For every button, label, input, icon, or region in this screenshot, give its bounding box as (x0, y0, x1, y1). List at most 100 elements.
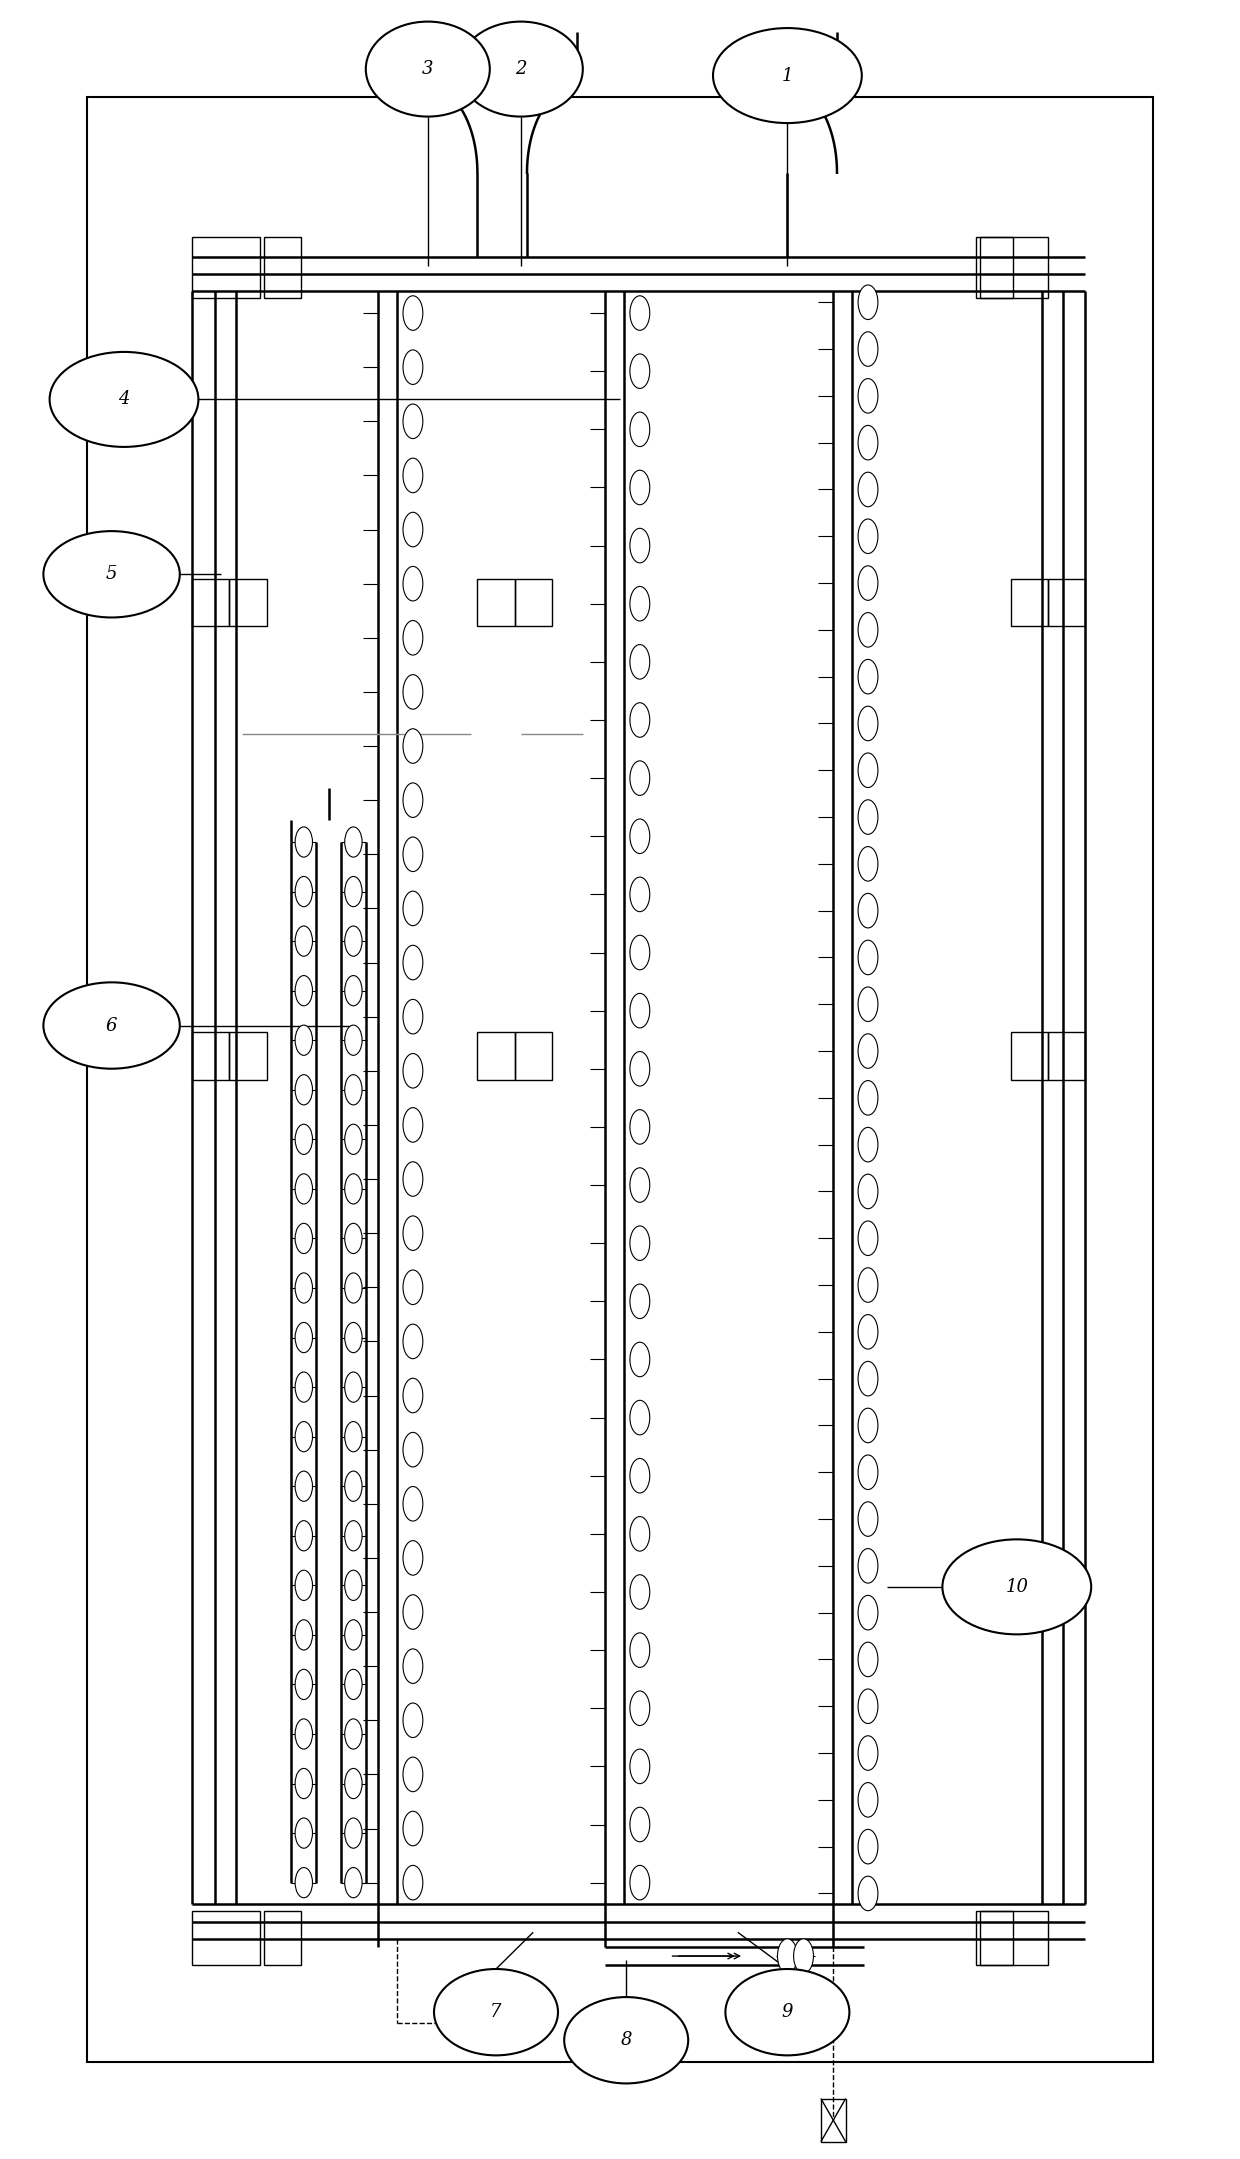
Bar (87, 97, 1153, 2062)
Circle shape (858, 1408, 878, 1442)
Circle shape (345, 1570, 362, 1600)
Circle shape (345, 1075, 362, 1105)
Circle shape (858, 1548, 878, 1583)
Circle shape (630, 1690, 650, 1725)
Circle shape (777, 1939, 797, 1973)
Circle shape (403, 1757, 423, 1792)
Ellipse shape (43, 531, 180, 617)
Bar (477, 1032, 515, 1080)
Circle shape (403, 730, 423, 764)
Circle shape (630, 1226, 650, 1261)
Circle shape (858, 894, 878, 928)
Circle shape (345, 1323, 362, 1354)
Bar (264, 1911, 301, 1965)
Circle shape (403, 1431, 423, 1466)
Circle shape (630, 1459, 650, 1494)
Circle shape (630, 1516, 650, 1550)
Circle shape (403, 620, 423, 654)
Circle shape (295, 1619, 312, 1649)
Circle shape (858, 613, 878, 648)
Ellipse shape (434, 1969, 558, 2055)
Circle shape (403, 296, 423, 330)
Circle shape (630, 818, 650, 853)
Bar (980, 1911, 1048, 1965)
Circle shape (403, 1542, 423, 1576)
Circle shape (345, 877, 362, 907)
Circle shape (630, 1865, 650, 1900)
Circle shape (295, 1570, 312, 1600)
Circle shape (295, 1719, 312, 1749)
Circle shape (794, 1939, 813, 1973)
Circle shape (858, 1736, 878, 1770)
Circle shape (403, 1000, 423, 1034)
Circle shape (630, 1574, 650, 1608)
Circle shape (295, 1274, 312, 1304)
Circle shape (345, 1174, 362, 1205)
Circle shape (295, 1075, 312, 1105)
Circle shape (345, 1669, 362, 1699)
Circle shape (345, 1470, 362, 1501)
Circle shape (295, 1174, 312, 1205)
Bar (515, 579, 552, 626)
Circle shape (858, 1034, 878, 1069)
Circle shape (403, 458, 423, 492)
Text: 6: 6 (105, 1017, 118, 1034)
Circle shape (630, 1807, 650, 1842)
Circle shape (630, 1110, 650, 1144)
Bar (1048, 579, 1085, 626)
Circle shape (858, 1503, 878, 1537)
Bar (192, 579, 229, 626)
Circle shape (858, 473, 878, 507)
Circle shape (295, 1868, 312, 1898)
Bar (192, 237, 260, 298)
Bar (515, 1032, 552, 1080)
Circle shape (403, 892, 423, 926)
Bar (1011, 579, 1048, 626)
Circle shape (858, 1267, 878, 1302)
Circle shape (403, 566, 423, 600)
Text: 8: 8 (620, 2032, 632, 2049)
Text: 2: 2 (515, 60, 527, 78)
Circle shape (630, 760, 650, 795)
Circle shape (858, 1596, 878, 1630)
Circle shape (345, 1868, 362, 1898)
Circle shape (630, 412, 650, 447)
Circle shape (630, 646, 650, 680)
Circle shape (858, 1829, 878, 1863)
Circle shape (295, 1224, 312, 1254)
Circle shape (858, 1127, 878, 1162)
Circle shape (403, 404, 423, 438)
Circle shape (403, 1703, 423, 1738)
Circle shape (295, 1768, 312, 1798)
Bar (192, 1911, 260, 1965)
Circle shape (858, 425, 878, 460)
Circle shape (858, 1643, 878, 1678)
Circle shape (403, 1162, 423, 1196)
Ellipse shape (713, 28, 862, 123)
Circle shape (858, 518, 878, 553)
Circle shape (295, 827, 312, 857)
Circle shape (345, 976, 362, 1006)
Circle shape (345, 926, 362, 956)
Circle shape (630, 877, 650, 911)
Bar (976, 237, 1013, 298)
Circle shape (858, 799, 878, 833)
Circle shape (630, 587, 650, 622)
Circle shape (858, 332, 878, 367)
Circle shape (345, 1224, 362, 1254)
Text: 7: 7 (490, 2004, 502, 2021)
Circle shape (345, 1719, 362, 1749)
Circle shape (630, 1749, 650, 1783)
Circle shape (858, 706, 878, 741)
Circle shape (345, 827, 362, 857)
Circle shape (403, 1865, 423, 1900)
Circle shape (858, 566, 878, 600)
Circle shape (858, 1315, 878, 1349)
Circle shape (630, 1051, 650, 1086)
Circle shape (403, 1269, 423, 1304)
Circle shape (295, 877, 312, 907)
Circle shape (295, 1026, 312, 1056)
Ellipse shape (50, 352, 198, 447)
Circle shape (630, 529, 650, 563)
Circle shape (345, 1371, 362, 1401)
